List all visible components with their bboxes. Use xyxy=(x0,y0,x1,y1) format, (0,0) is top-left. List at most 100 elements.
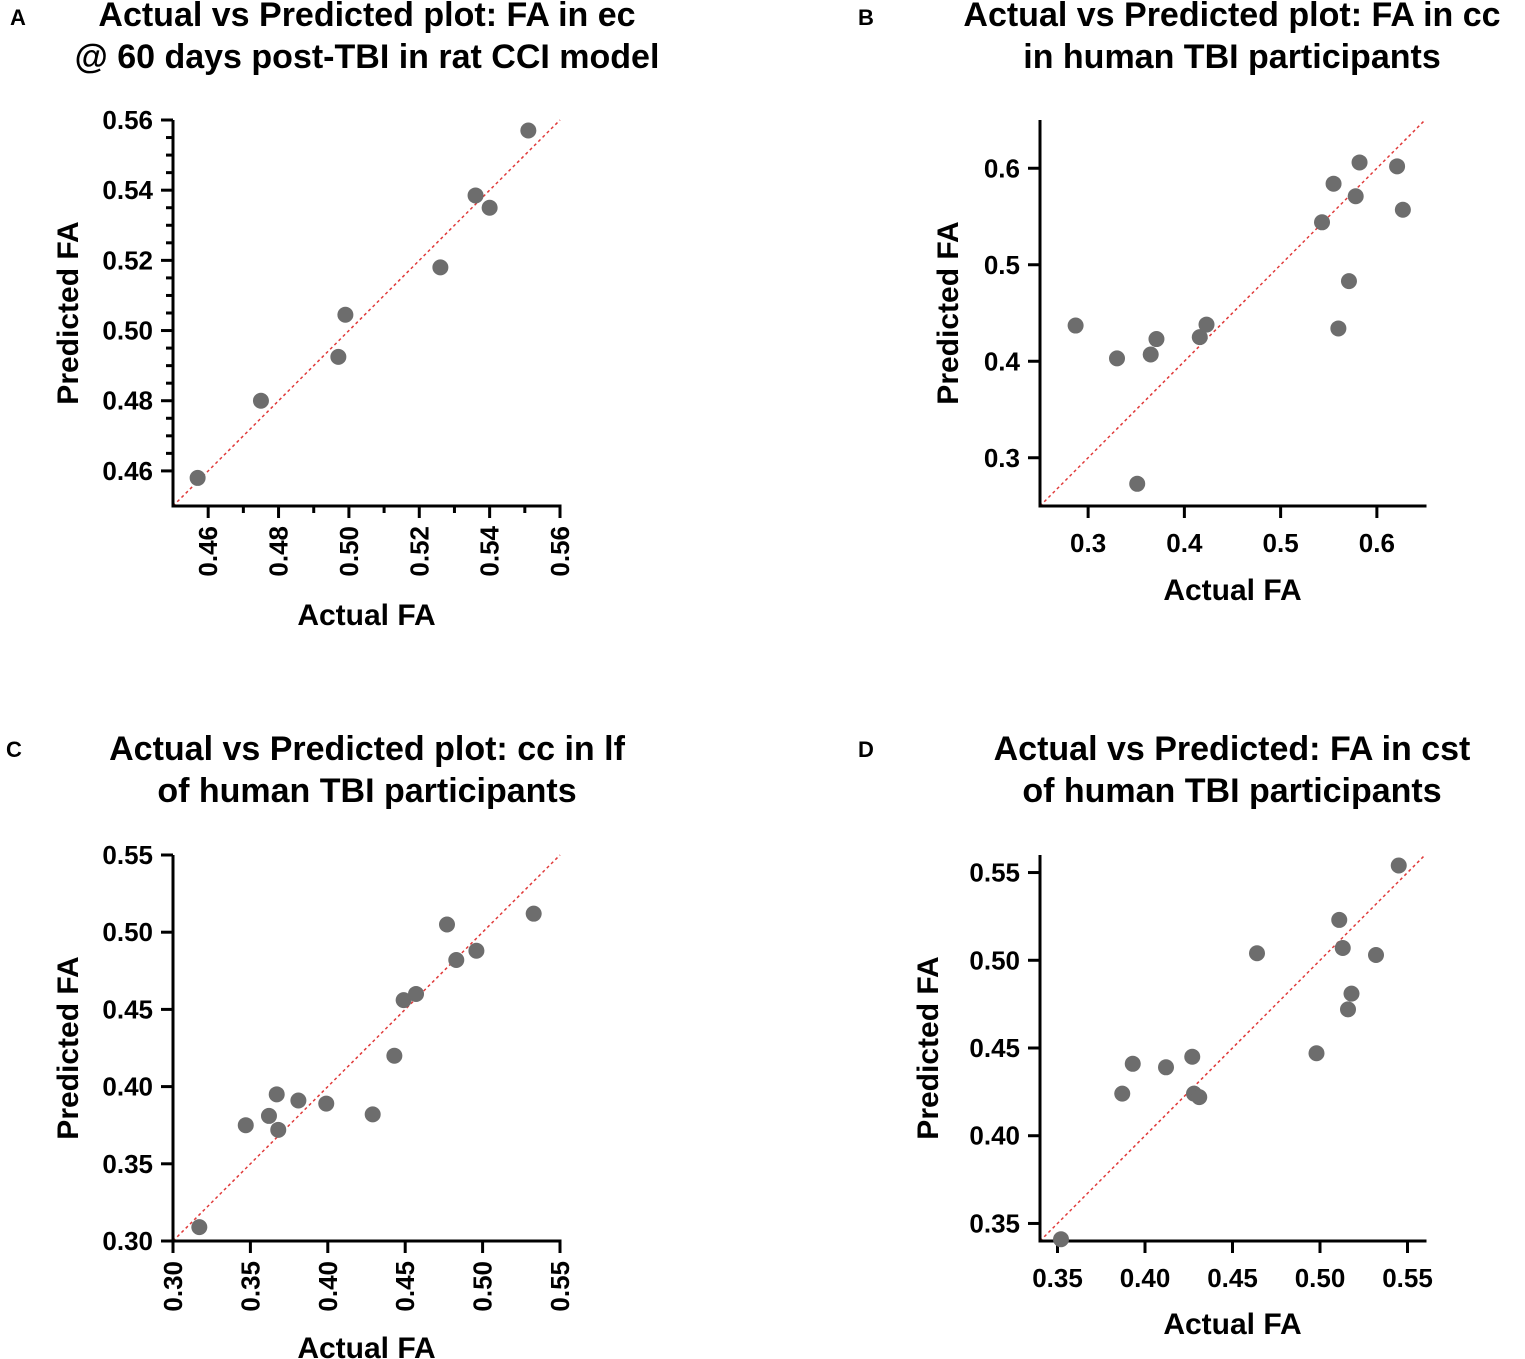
y-tick-label: 0.35 xyxy=(969,1208,1020,1238)
data-point xyxy=(468,942,485,959)
data-point xyxy=(1198,316,1215,333)
x-tick-label: 0.3 xyxy=(1070,528,1106,558)
identity-line xyxy=(1039,854,1426,1242)
chart-title-line: of human TBI participants xyxy=(157,772,576,810)
data-point xyxy=(1340,273,1357,290)
data-point xyxy=(268,1086,285,1103)
data-point xyxy=(189,469,206,486)
data-point xyxy=(1191,1089,1208,1106)
panel-a: A Actual vs Predicted plot: FA in ec @ 60 … xyxy=(10,0,659,632)
data-point xyxy=(1308,1045,1325,1062)
x-tick-label: 0.5 xyxy=(1263,528,1299,558)
x-tick-label: 0.54 xyxy=(475,525,505,576)
y-tick-label: 0.3 xyxy=(984,443,1020,473)
x-tick-label: 0.50 xyxy=(1295,1263,1346,1293)
y-tick-label: 0.50 xyxy=(102,316,153,346)
data-point xyxy=(1334,939,1351,956)
y-tick-label: 0.55 xyxy=(102,840,153,870)
data-point xyxy=(1390,857,1407,874)
data-point xyxy=(1191,329,1208,346)
x-tick-label: 0.56 xyxy=(545,526,575,577)
data-point xyxy=(1343,985,1360,1002)
data-point xyxy=(1249,945,1265,962)
data-point xyxy=(438,916,455,933)
data-point xyxy=(330,348,347,365)
data-point xyxy=(364,1106,381,1123)
x-tick-label: 0.52 xyxy=(404,526,434,577)
y-tick-label: 0.45 xyxy=(969,1033,1020,1063)
y-tick-label: 0.45 xyxy=(102,994,153,1024)
x-tick-label: 0.50 xyxy=(468,1261,498,1312)
y-tick-label: 0.56 xyxy=(102,105,153,135)
data-point xyxy=(290,1092,307,1109)
data-point xyxy=(1114,1085,1131,1102)
data-point xyxy=(1389,158,1406,175)
data-point xyxy=(1109,350,1125,367)
data-point xyxy=(1067,317,1084,334)
chart-title-line: in human TBI participants xyxy=(1023,38,1440,76)
panel-letter: C xyxy=(6,737,22,762)
chart-title-line: @ 60 days post-TBI in rat CCI model xyxy=(75,38,660,76)
x-tick-label: 0.30 xyxy=(158,1261,188,1312)
y-tick-label: 0.6 xyxy=(984,153,1020,183)
data-point xyxy=(270,1121,287,1138)
x-tick-label: 0.35 xyxy=(235,1261,265,1312)
y-axis-label: Predicted FA xyxy=(932,221,965,404)
x-tick-label: 0.40 xyxy=(313,1261,343,1312)
data-point xyxy=(520,122,537,139)
panel-c: C Actual vs Predicted plot: cc in lf of hu… xyxy=(6,730,626,1359)
x-axis-label: Actual FA xyxy=(297,1332,435,1359)
y-axis-label: Predicted FA xyxy=(52,221,85,404)
data-point xyxy=(1158,1059,1174,1076)
data-point xyxy=(1330,320,1347,337)
y-tick-label: 0.30 xyxy=(102,1226,153,1256)
x-tick-label: 0.46 xyxy=(193,526,223,577)
x-axis-label: Actual FA xyxy=(1163,1308,1301,1341)
panel-b: B Actual vs Predicted plot: FA in cc in hu… xyxy=(858,0,1501,607)
identity-line xyxy=(172,854,561,1242)
x-tick-label: 0.50 xyxy=(334,526,364,577)
data-point xyxy=(1394,201,1411,218)
data-point xyxy=(432,259,449,276)
x-tick-label: 0.45 xyxy=(390,1261,420,1312)
data-point xyxy=(1368,947,1384,964)
x-tick-label: 0.35 xyxy=(1032,1263,1083,1293)
x-tick-label: 0.55 xyxy=(1382,1263,1433,1293)
x-tick-label: 0.45 xyxy=(1207,1263,1258,1293)
data-point xyxy=(237,1117,254,1134)
data-point xyxy=(386,1047,403,1064)
data-point xyxy=(467,187,484,204)
data-point xyxy=(260,1107,277,1124)
identity-line xyxy=(1039,119,1426,507)
chart-title-line: Actual vs Predicted: FA in cst xyxy=(994,730,1471,768)
x-tick-label: 0.40 xyxy=(1120,1263,1171,1293)
data-point xyxy=(1129,475,1146,492)
data-point xyxy=(525,905,542,922)
x-tick-label: 0.6 xyxy=(1359,528,1395,558)
y-tick-label: 0.48 xyxy=(102,386,153,416)
x-axis-label: Actual FA xyxy=(1163,574,1301,607)
panel-letter: A xyxy=(10,5,26,30)
y-tick-label: 0.5 xyxy=(984,250,1020,280)
data-point xyxy=(1347,188,1364,205)
y-tick-label: 0.40 xyxy=(102,1072,153,1102)
panel-letter: B xyxy=(858,5,874,30)
chart-title-line: Actual vs Predicted plot: FA in cc xyxy=(963,0,1500,34)
data-point xyxy=(481,199,498,216)
y-axis-label: Predicted FA xyxy=(52,956,85,1139)
y-tick-label: 0.50 xyxy=(969,945,1020,975)
data-point xyxy=(318,1095,335,1112)
data-point xyxy=(1142,346,1159,363)
data-point xyxy=(408,985,425,1002)
x-tick-label: 0.48 xyxy=(264,526,294,577)
y-tick-label: 0.50 xyxy=(102,917,153,947)
data-point xyxy=(1325,175,1342,192)
data-point xyxy=(337,306,354,323)
y-tick-label: 0.40 xyxy=(969,1121,1020,1151)
data-point xyxy=(1124,1055,1141,1072)
panel-d: D Actual vs Predicted: FA in cst of human … xyxy=(858,730,1470,1341)
panel-letter: D xyxy=(858,737,874,762)
identity-line xyxy=(172,119,561,507)
y-tick-label: 0.54 xyxy=(102,175,153,205)
chart-title-line: Actual vs Predicted plot: FA in ec xyxy=(98,0,635,34)
